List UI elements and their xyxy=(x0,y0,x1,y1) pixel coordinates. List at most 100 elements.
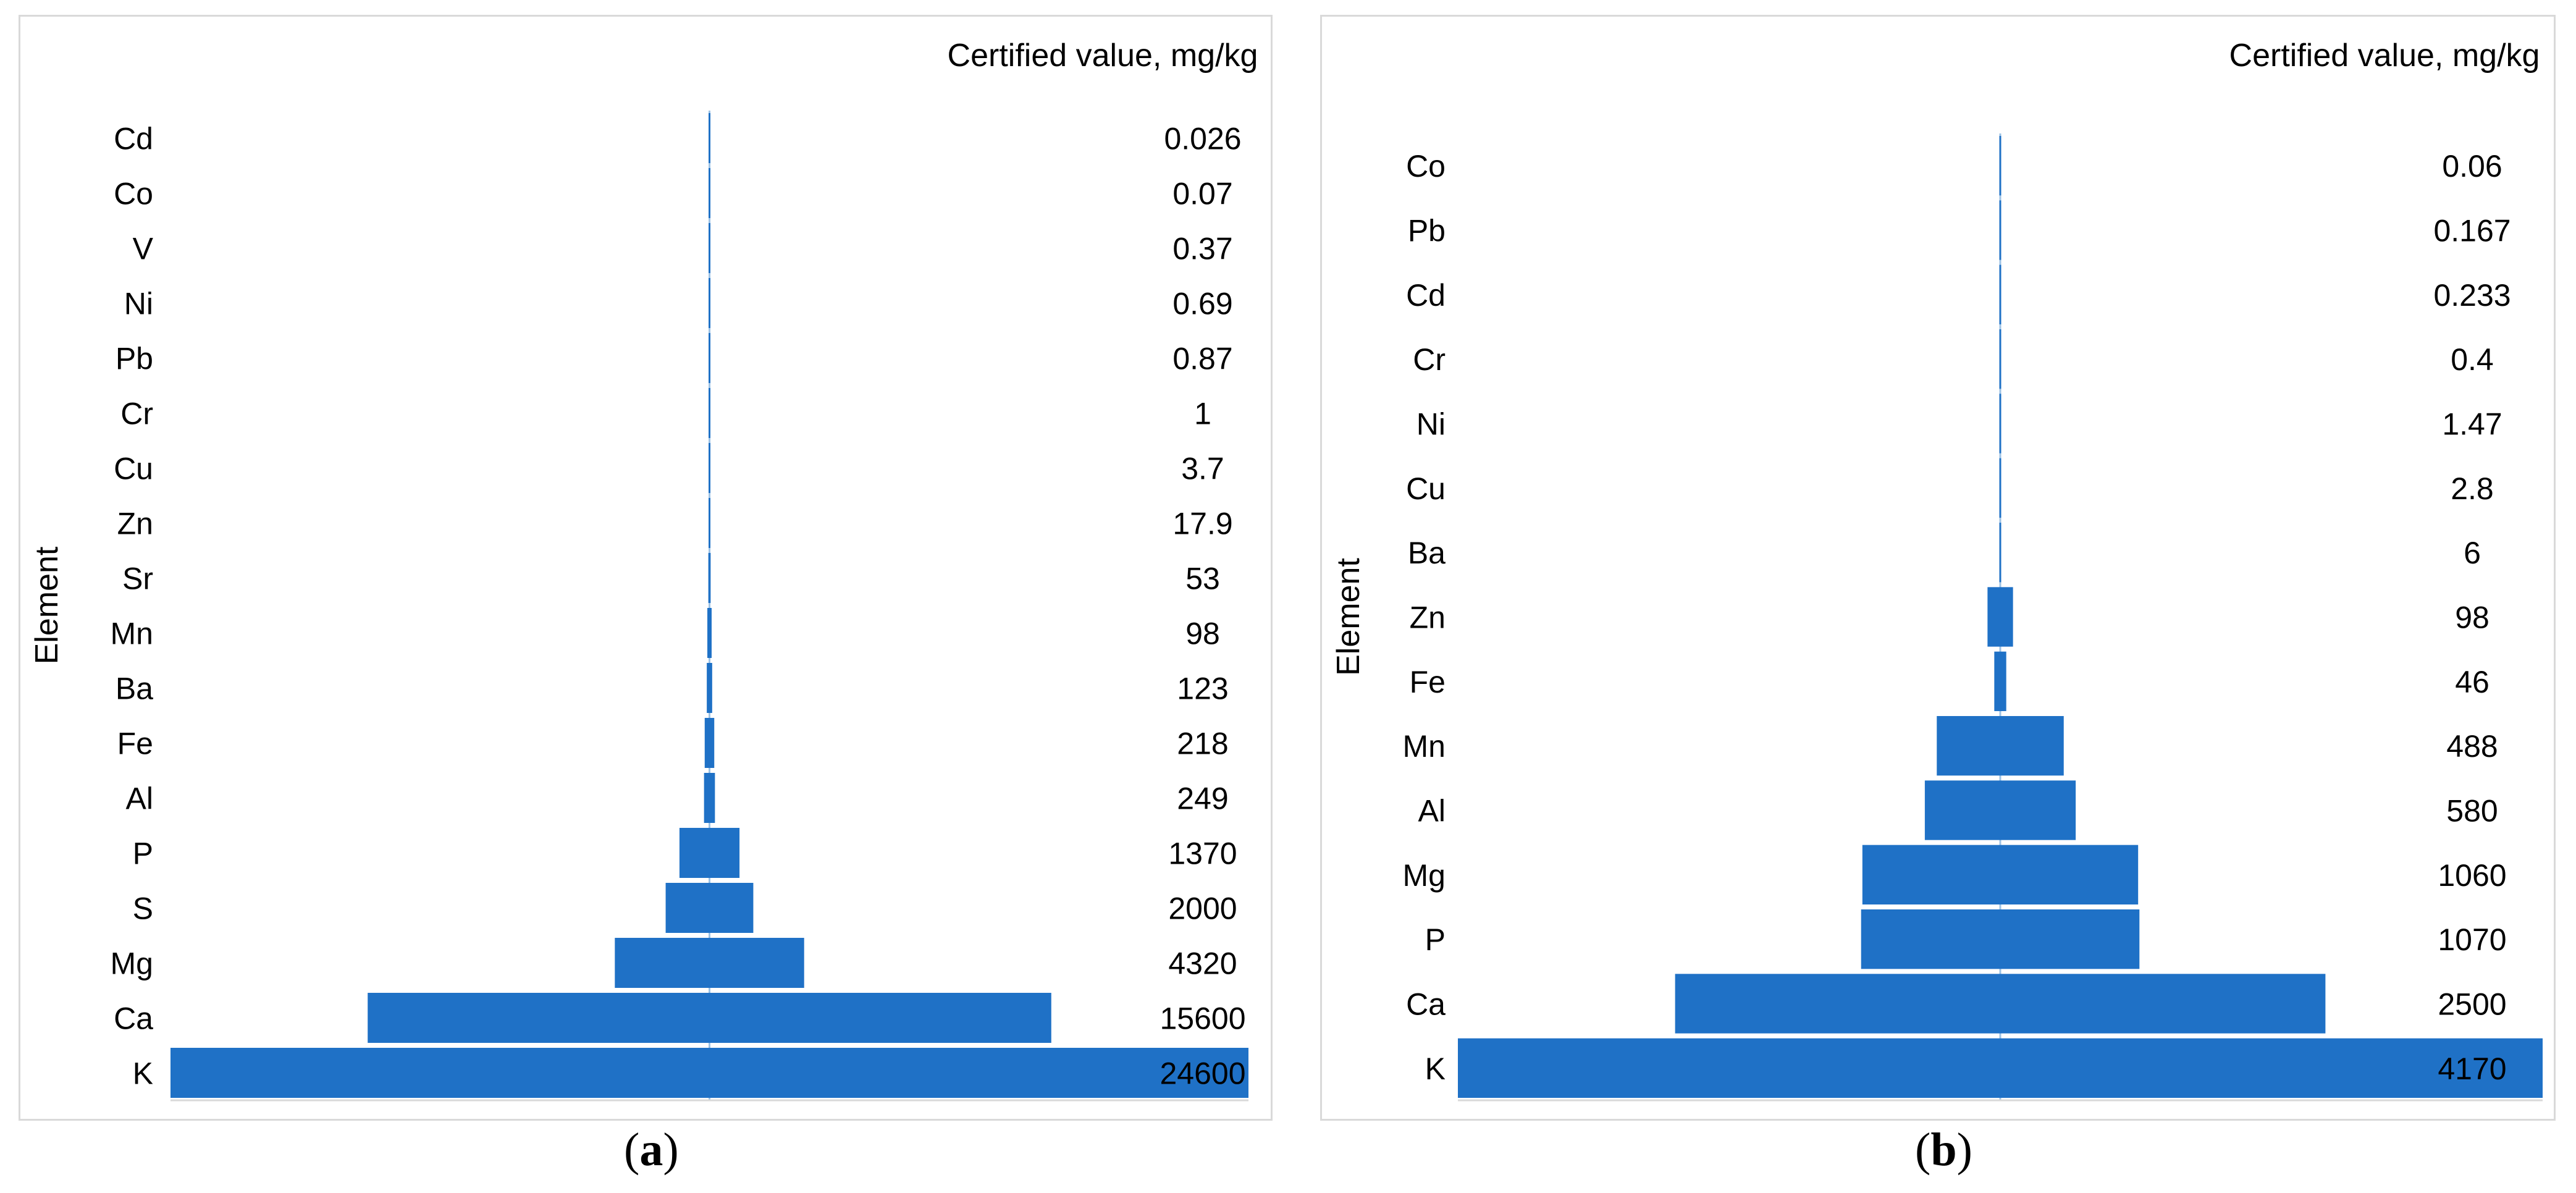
value-label: 4320 xyxy=(1168,946,1237,981)
category-label: Cd xyxy=(114,122,153,156)
bar-Mn xyxy=(1937,716,2064,776)
value-label: 24600 xyxy=(1160,1056,1245,1091)
bar-Ni xyxy=(1999,394,2001,453)
bar-Cu xyxy=(1999,458,2001,518)
category-label: Al xyxy=(1418,794,1446,828)
category-label: Cu xyxy=(1406,471,1446,506)
y-axis-label: Element xyxy=(1331,558,1366,676)
bar-Al xyxy=(704,773,715,823)
category-label: Cr xyxy=(1413,342,1446,377)
panel-label-a: (a) xyxy=(624,1124,679,1176)
value-label: 0.87 xyxy=(1172,342,1232,376)
bar-Zn xyxy=(709,498,710,548)
category-label: Mn xyxy=(1403,729,1446,764)
value-label: 0.07 xyxy=(1172,177,1232,211)
bar-Mn xyxy=(707,608,712,658)
category-label: Sr xyxy=(122,562,153,596)
category-label: Ca xyxy=(1406,987,1446,1022)
chart-panel-b: Certified value, mg/kg Element Co 0.06 Pb 0.1… xyxy=(1320,15,2556,1121)
bar-Pb xyxy=(1999,200,2001,260)
value-label: 1370 xyxy=(1168,837,1237,871)
bar-P xyxy=(679,828,740,878)
value-label: 6 xyxy=(2464,536,2481,570)
bar-Co xyxy=(1999,136,2001,196)
bar-P xyxy=(1861,909,2140,969)
y-axis-label: Element xyxy=(29,546,65,664)
value-label: 0.69 xyxy=(1172,287,1232,321)
category-label: P xyxy=(1425,922,1446,957)
value-label: 123 xyxy=(1177,672,1228,706)
value-label: 1.47 xyxy=(2442,407,2502,442)
bar-Ba xyxy=(1999,523,2001,583)
category-label: Mn xyxy=(111,617,153,651)
category-label: K xyxy=(133,1056,153,1091)
category-label: Co xyxy=(1406,149,1446,183)
category-label: Cr xyxy=(120,397,153,431)
value-label: 0.37 xyxy=(1172,232,1232,266)
category-label: Mg xyxy=(111,946,153,981)
bar-Cu xyxy=(709,443,710,493)
category-label: Pb xyxy=(1408,214,1446,248)
bar-Cr xyxy=(709,388,710,438)
category-label: P xyxy=(133,837,153,871)
category-label: Ni xyxy=(1416,407,1446,442)
bar-Fe xyxy=(1994,651,2006,711)
bar-Ca xyxy=(1675,974,2326,1034)
category-label: Cu xyxy=(114,452,153,486)
value-label: 218 xyxy=(1177,727,1228,761)
bar-K xyxy=(1458,1038,2543,1098)
chart-panel-a: Certified value, mg/kg Element Cd 0.026 Co 0.… xyxy=(19,15,1273,1121)
bar-Sr xyxy=(708,553,711,603)
category-label: K xyxy=(1425,1052,1446,1086)
category-label: S xyxy=(133,892,153,926)
value-label: 1070 xyxy=(2438,922,2506,957)
category-label: Cd xyxy=(1406,278,1446,313)
value-label: 0.233 xyxy=(2433,278,2511,313)
bar-Cr xyxy=(1999,329,2001,389)
value-header: Certified value, mg/kg xyxy=(948,38,1258,74)
value-header: Certified value, mg/kg xyxy=(2229,38,2540,74)
value-label: 488 xyxy=(2446,729,2498,764)
category-label: Al xyxy=(126,782,153,816)
value-label: 3.7 xyxy=(1181,452,1224,486)
value-label: 249 xyxy=(1177,782,1228,816)
bar-Fe xyxy=(704,718,715,768)
value-label: 0.06 xyxy=(2442,149,2502,183)
value-label: 0.167 xyxy=(2433,214,2511,248)
value-label: 4170 xyxy=(2438,1052,2506,1086)
value-label: 2000 xyxy=(1168,892,1237,926)
bar-Mg xyxy=(1862,845,2139,904)
value-label: 1 xyxy=(1194,397,1211,431)
category-label: Mg xyxy=(1403,858,1446,893)
value-label: 580 xyxy=(2446,794,2498,828)
value-label: 53 xyxy=(1185,562,1220,596)
value-label: 98 xyxy=(1185,617,1220,651)
bar-Ba xyxy=(707,663,712,713)
value-label: 98 xyxy=(2455,601,2490,635)
value-label: 0.026 xyxy=(1164,122,1241,156)
funnel-chart-a: Certified value, mg/kg Element Cd 0.026 Co 0.… xyxy=(29,38,1258,1102)
category-label: Ca xyxy=(114,1001,153,1036)
bar-V xyxy=(709,223,710,273)
bar-Ca xyxy=(368,993,1051,1043)
category-label: Zn xyxy=(117,507,153,541)
bar-Cd xyxy=(1999,264,2001,324)
bar-Zn xyxy=(1987,587,2013,647)
bar-Cd xyxy=(709,113,710,163)
bar-Al xyxy=(1924,780,2076,840)
value-label: 1060 xyxy=(2438,858,2506,893)
category-label: Fe xyxy=(1410,665,1446,699)
value-label: 2500 xyxy=(2438,987,2506,1022)
category-label: Ni xyxy=(124,287,153,321)
category-label: Pb xyxy=(116,342,153,376)
bar-S xyxy=(665,883,754,933)
category-label: Co xyxy=(114,177,153,211)
category-label: Fe xyxy=(117,727,153,761)
category-label: Zn xyxy=(1410,601,1446,635)
bar-Pb xyxy=(709,333,710,383)
value-label: 17.9 xyxy=(1172,507,1232,541)
value-label: 0.4 xyxy=(2451,342,2494,377)
funnel-chart-b: Certified value, mg/kg Element Co 0.06 Pb 0.1… xyxy=(1331,38,2543,1102)
bar-K xyxy=(170,1048,1248,1098)
panel-label-b: (b) xyxy=(1915,1124,1972,1176)
